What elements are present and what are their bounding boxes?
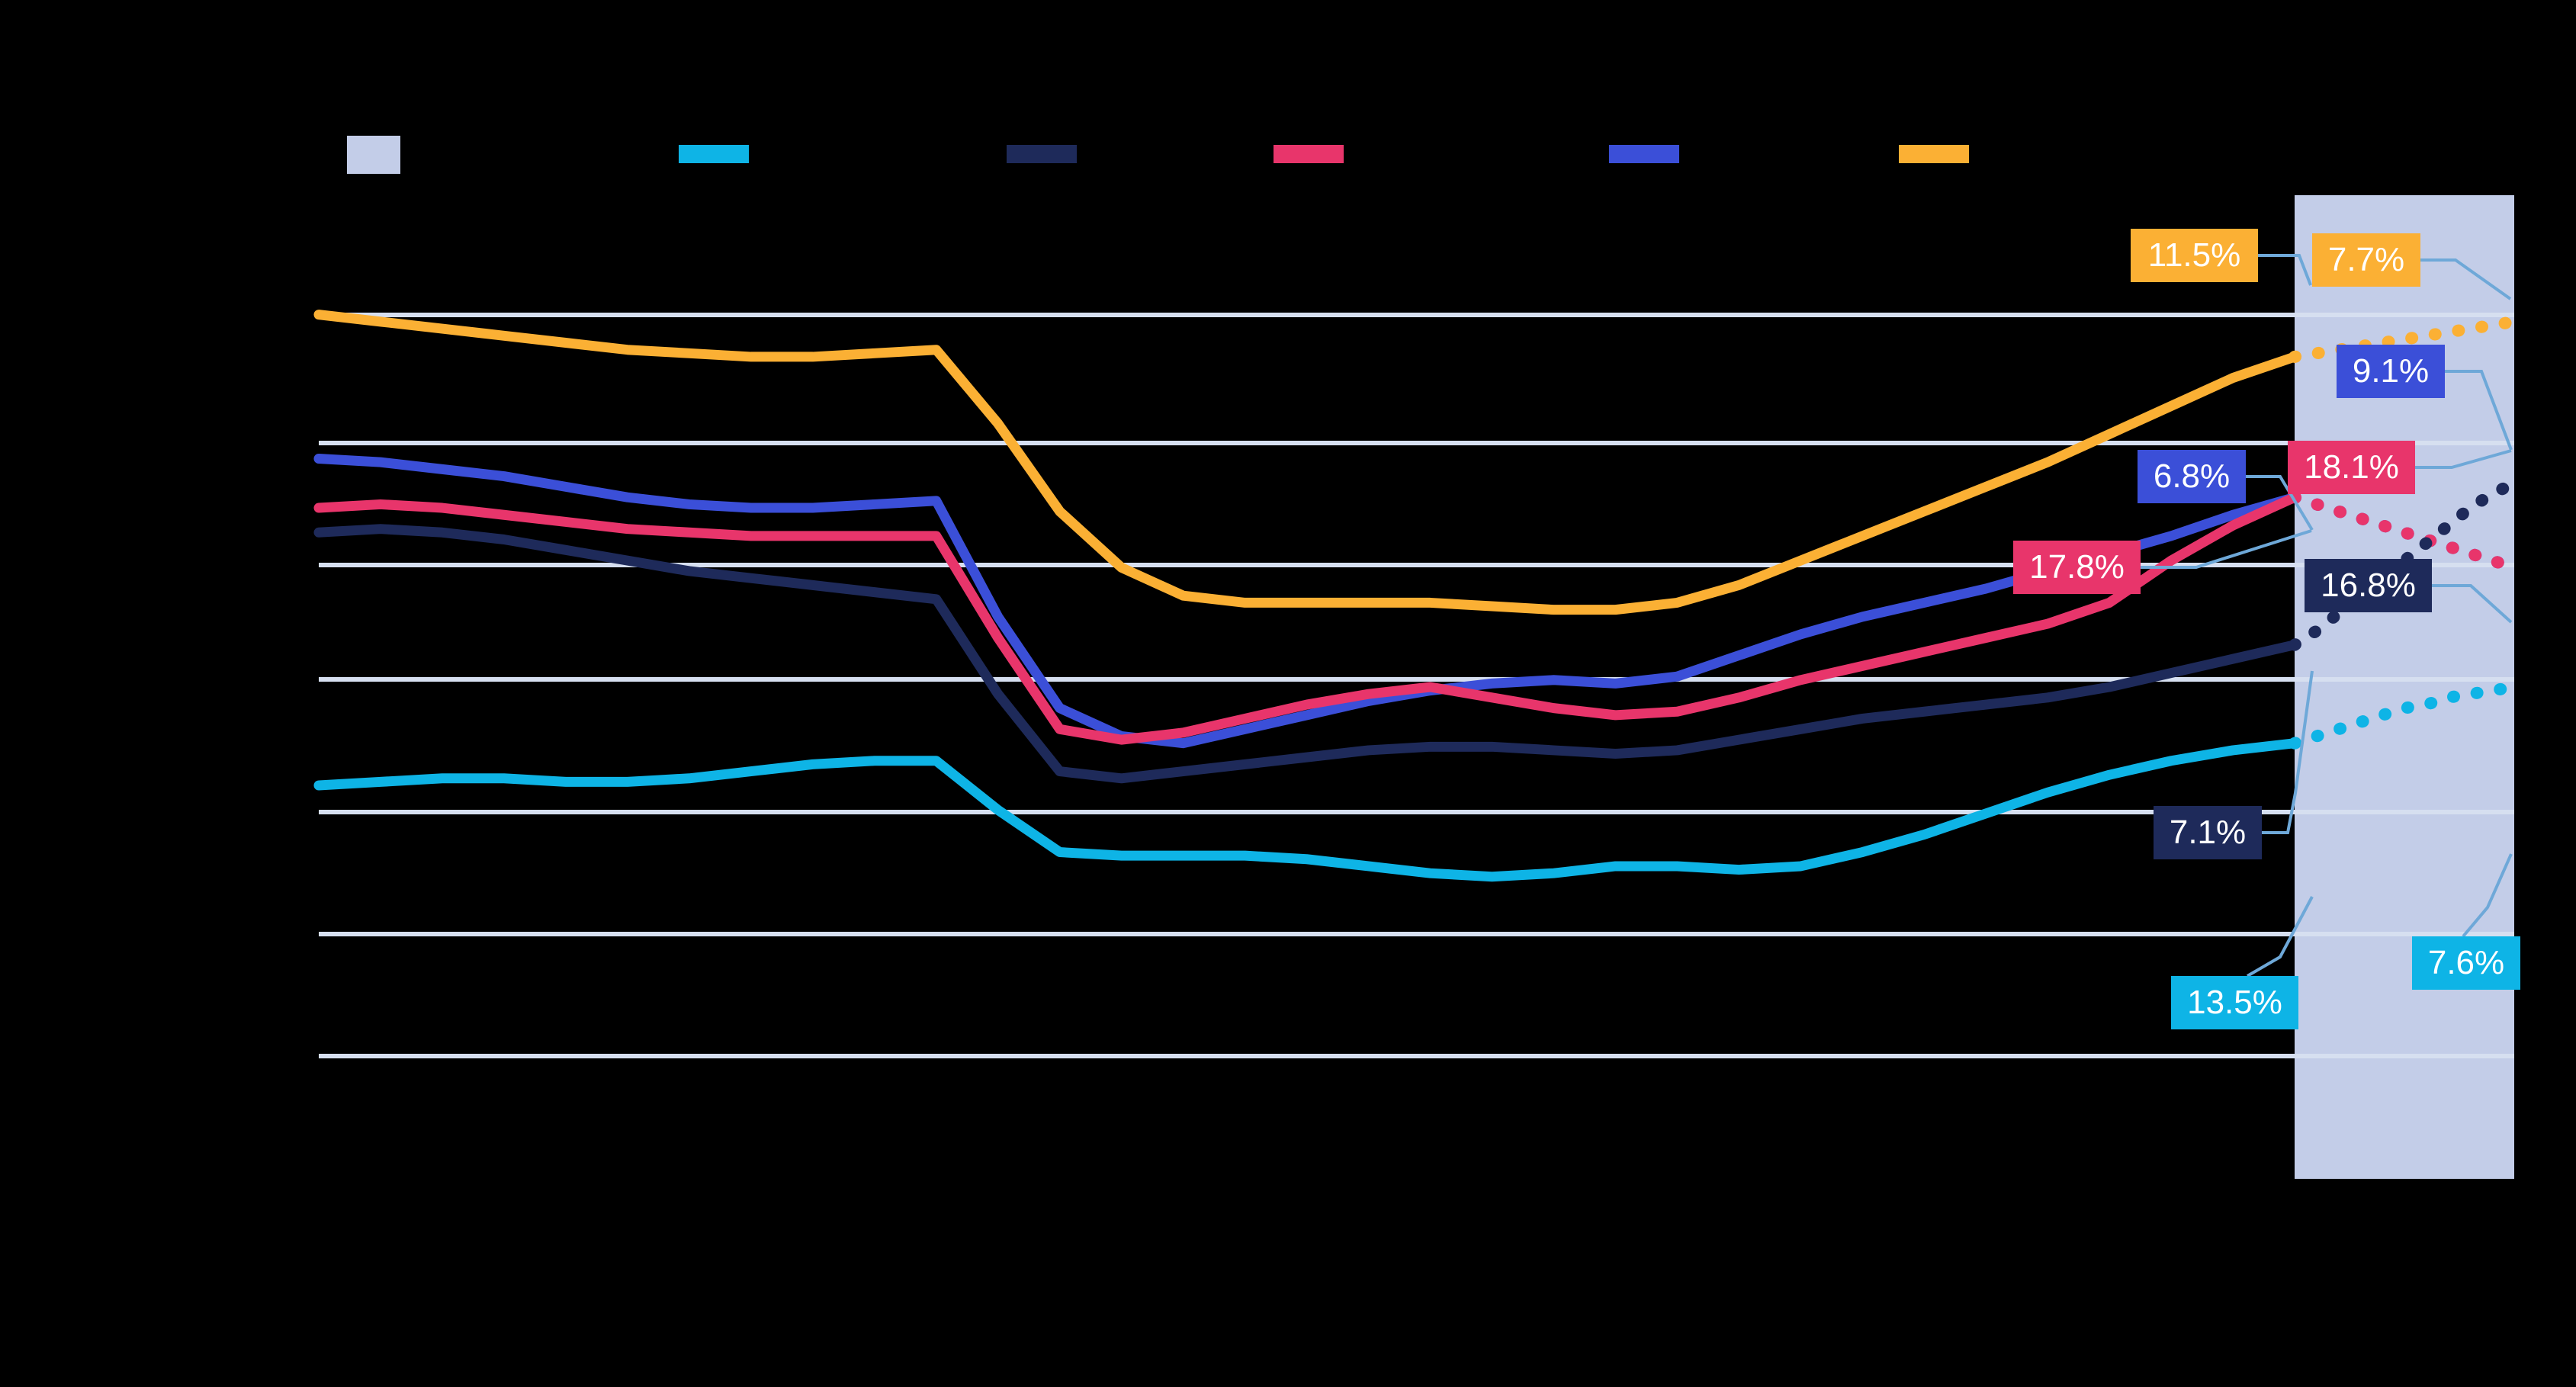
series-crimson-history-line: [313, 492, 2300, 745]
gridline: [319, 677, 2514, 682]
callout-navy-forecast[interactable]: 16.8%: [2305, 559, 2432, 612]
series-orange-history-line: [313, 310, 2300, 615]
legend-swatch-series-orange: [1899, 145, 1969, 163]
series-royal-blue-history-line: [313, 454, 2300, 749]
series-cyan-history-line: [313, 738, 2300, 882]
legend-item-series-navy[interactable]: [1007, 145, 1087, 163]
callout-crimson-forecast[interactable]: 18.1%: [2288, 441, 2415, 494]
legend-swatch-series-crimson: [1274, 145, 1344, 163]
legend-swatch-series-navy: [1007, 145, 1077, 163]
gridline: [319, 810, 2514, 814]
gridline: [319, 932, 2514, 936]
legend-swatch-forecast-band: [347, 136, 400, 174]
legend-item-series-royal-blue[interactable]: [1609, 145, 1690, 163]
callout-cyan-forecast[interactable]: 7.6%: [2412, 936, 2520, 990]
legend-swatch-series-royal-blue: [1609, 145, 1679, 163]
callout-royal-blue-forecast[interactable]: 9.1%: [2337, 345, 2445, 398]
callout-cyan-history[interactable]: 13.5%: [2171, 976, 2298, 1029]
gridline: [319, 563, 2514, 567]
gridline: [319, 441, 2514, 445]
callout-orange-history[interactable]: 11.5%: [2131, 229, 2258, 282]
series-navy-history-line: [313, 524, 2300, 784]
series-lines: [313, 310, 2520, 882]
callout-orange-forecast[interactable]: 7.7%: [2312, 233, 2420, 287]
legend-item-series-orange[interactable]: [1899, 145, 1980, 163]
series-orange-forecast-line: [2289, 315, 2520, 363]
callout-royal-blue-history[interactable]: 6.8%: [2138, 450, 2246, 503]
legend-item-forecast-band[interactable]: [347, 136, 411, 174]
plot-area: [313, 195, 2520, 1179]
legend-swatch-series-cyan: [679, 145, 749, 163]
gridline: [319, 313, 2514, 317]
callout-crimson-history[interactable]: 17.8%: [2013, 541, 2141, 594]
gridline: [319, 1054, 2514, 1058]
legend-item-series-crimson[interactable]: [1274, 145, 1354, 163]
series-crimson-forecast-line: [2289, 491, 2520, 574]
series-cyan-forecast-line: [2289, 681, 2520, 750]
callout-navy-history[interactable]: 7.1%: [2154, 806, 2262, 859]
legend-item-series-cyan[interactable]: [679, 145, 760, 163]
